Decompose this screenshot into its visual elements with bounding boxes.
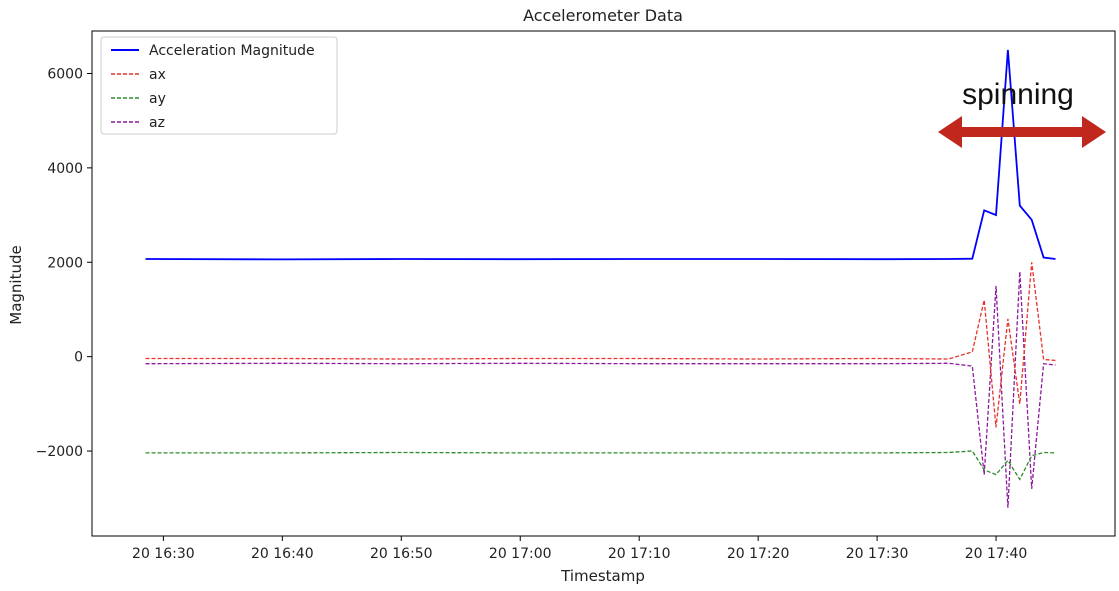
legend-box [100, 36, 338, 135]
y-tick-label: 6000 [47, 66, 83, 82]
axes-frame [91, 30, 1116, 537]
arrow-head-left [938, 116, 962, 148]
arrow-head-right [1082, 116, 1106, 148]
y-tick-label: −2000 [36, 444, 83, 460]
x-tick-label: 20 16:30 [132, 546, 195, 562]
axes: −2000 0 2000 4000 6000 20 16:30 20 16:40 20 16:… [36, 30, 1116, 562]
legend: Acceleration Magnitude ax ay az [100, 36, 338, 135]
x-axis-label: Timestamp [560, 567, 645, 585]
x-tick-label: 20 17:20 [727, 546, 790, 562]
legend-label-ax: ax [149, 67, 166, 83]
legend-label-ay: ay [149, 91, 166, 107]
y-axis-label: Magnitude [7, 245, 25, 324]
series-line-ay [145, 450, 1056, 481]
chart-title: Accelerometer Data [523, 6, 683, 25]
annotation-label: spinning [962, 78, 1074, 111]
arrow-shaft [960, 127, 1084, 137]
y-tick-label: 4000 [47, 161, 83, 177]
x-tick-label: 20 17:30 [846, 546, 909, 562]
legend-label-az: az [149, 115, 165, 131]
x-tick-label: 20 16:50 [370, 546, 433, 562]
x-tick-label: 20 17:40 [965, 546, 1028, 562]
x-tick-label: 20 16:40 [251, 546, 314, 562]
y-tick-label: 0 [74, 350, 83, 366]
plot-area [145, 49, 1056, 508]
y-tick-label: 2000 [47, 255, 83, 271]
series-line-ax [145, 262, 1056, 428]
x-tick-label: 20 17:00 [489, 546, 552, 562]
spinning-annotation: spinning [938, 78, 1106, 148]
legend-label-acceleration-magnitude: Acceleration Magnitude [149, 43, 315, 59]
series-line-acceleration-magnitude [145, 49, 1056, 261]
x-tick-label: 20 17:10 [608, 546, 671, 562]
series-line-az [145, 271, 1056, 508]
